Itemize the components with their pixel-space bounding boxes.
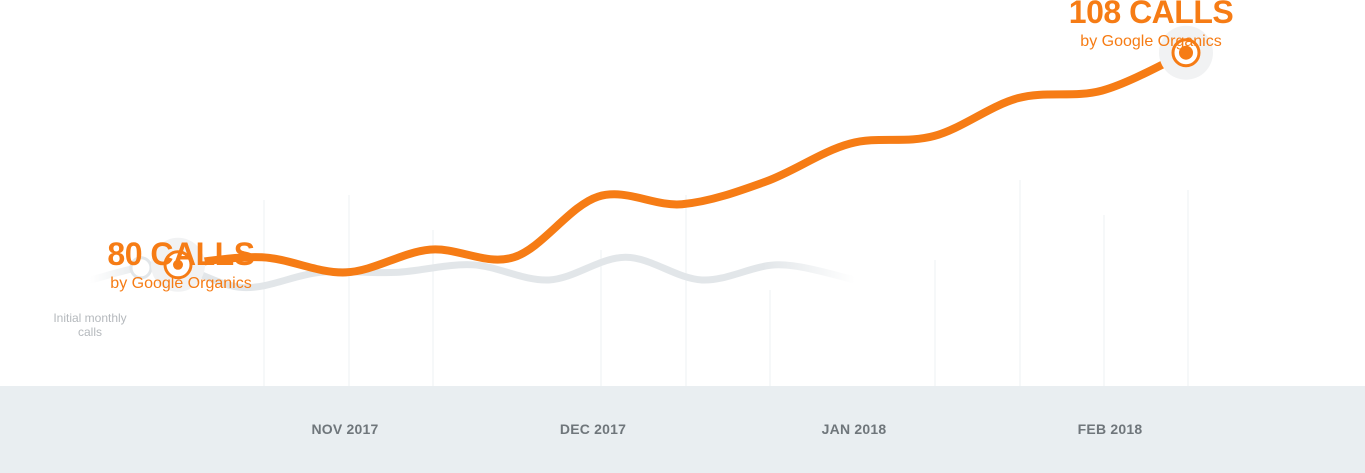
end-callout: 108 CALLS by Google Organics xyxy=(1062,0,1240,52)
start-value-label: 80 CALLS xyxy=(107,236,255,272)
x-tick-jan-2018: JAN 2018 xyxy=(821,421,887,437)
x-tick-dec-2017: DEC 2017 xyxy=(559,421,627,437)
x-tick-nov-2017: NOV 2017 xyxy=(311,421,379,437)
end-sub-label: by Google Organics xyxy=(1080,33,1222,50)
baseline-series-line xyxy=(86,253,859,292)
x-tick-feb-2018: FEB 2018 xyxy=(1077,421,1143,437)
x-axis-band xyxy=(0,386,1365,473)
start-point-marker xyxy=(151,237,205,292)
end-point-marker xyxy=(1159,25,1213,80)
gridlines xyxy=(263,180,1189,386)
start-callout: 80 CALLS by Google Organics xyxy=(100,238,262,294)
baseline-note: Initial monthly calls xyxy=(53,311,127,339)
start-sub-label: by Google Organics xyxy=(110,275,252,292)
baseline-start-marker xyxy=(129,256,153,280)
calls-series-line xyxy=(174,48,1190,277)
end-value-label: 108 CALLS xyxy=(1068,0,1234,30)
